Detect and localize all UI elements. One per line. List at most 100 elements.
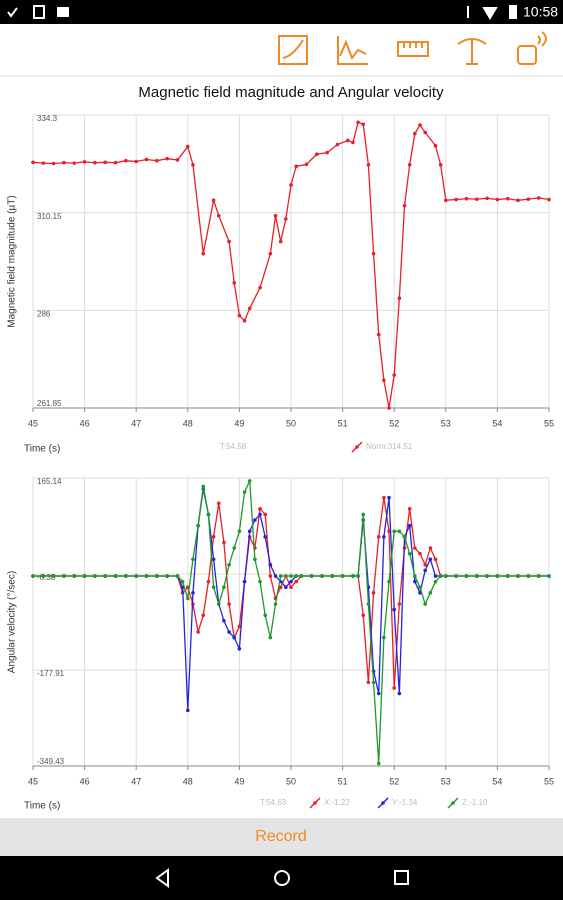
y-tick-label: -6.38 xyxy=(37,573,56,582)
data-point xyxy=(371,680,376,685)
data-point xyxy=(222,540,226,545)
data-point xyxy=(289,579,293,584)
data-point xyxy=(294,579,298,584)
x-tick-label: 54 xyxy=(492,418,502,428)
data-point xyxy=(211,557,216,562)
status-icon xyxy=(33,5,45,19)
data-point xyxy=(113,160,118,165)
battery xyxy=(509,5,517,19)
data-point xyxy=(433,143,438,148)
data-point xyxy=(263,613,268,618)
data-point xyxy=(268,251,273,256)
x-tick-label: 53 xyxy=(441,418,451,428)
data-point xyxy=(144,157,149,162)
analysis-tab[interactable] xyxy=(337,36,368,65)
ruler-tab[interactable] xyxy=(397,41,429,57)
back-button[interactable] xyxy=(155,868,169,888)
data-point xyxy=(366,602,371,606)
data-point xyxy=(361,613,366,618)
data-point xyxy=(41,574,46,578)
data-point xyxy=(547,574,551,578)
x-tick-label: 45 xyxy=(28,776,38,786)
data-point xyxy=(304,162,309,167)
data-point xyxy=(31,574,35,578)
data-point xyxy=(397,691,402,696)
data-point xyxy=(454,197,458,202)
x-tick-label: 47 xyxy=(131,418,141,428)
record-button[interactable]: Record xyxy=(255,828,307,845)
data-point xyxy=(211,535,216,539)
x-tick-label: 52 xyxy=(389,418,399,428)
data-point xyxy=(284,574,288,578)
data-point xyxy=(289,574,293,578)
data-point xyxy=(413,574,417,578)
antenna-tab[interactable] xyxy=(457,38,487,65)
data-point xyxy=(72,161,77,165)
data-point xyxy=(371,591,376,595)
data-point xyxy=(335,142,340,147)
data-point xyxy=(294,164,298,169)
x-tick-label: 50 xyxy=(286,418,296,428)
graph-tab[interactable] xyxy=(278,35,308,65)
y-tick-label: 310.15 xyxy=(37,212,62,221)
data-point xyxy=(382,495,386,500)
y-tick-label: -177.91 xyxy=(37,669,65,678)
data-point xyxy=(495,197,500,202)
data-point xyxy=(387,406,391,410)
y-tick-label: 165.14 xyxy=(37,477,62,486)
time-readout: T:54.58 xyxy=(220,442,247,451)
data-point xyxy=(222,618,226,623)
data-point xyxy=(232,635,237,640)
x-tick-label: 53 xyxy=(441,776,451,786)
data-point xyxy=(505,574,510,578)
data-point xyxy=(227,563,231,567)
data-point xyxy=(454,574,458,578)
recents-button[interactable] xyxy=(394,870,409,885)
legend-label: Norm:314.51 xyxy=(366,442,413,451)
data-point xyxy=(413,579,417,584)
data-point xyxy=(186,596,190,601)
data-point xyxy=(232,546,237,550)
time-readout: T:54.63 xyxy=(260,798,287,807)
data-point xyxy=(464,196,469,201)
home-button[interactable] xyxy=(274,870,290,886)
data-point xyxy=(237,646,242,651)
data-point xyxy=(278,239,283,244)
data-point xyxy=(191,557,195,562)
data-point xyxy=(206,579,211,584)
data-point xyxy=(227,239,231,244)
x-tick-label: 49 xyxy=(234,776,244,786)
data-point xyxy=(315,152,319,157)
data-point xyxy=(268,574,273,578)
data-point xyxy=(433,574,438,578)
x-tick-label: 55 xyxy=(544,418,554,428)
data-point xyxy=(113,574,118,578)
data-point xyxy=(191,162,195,167)
data-point xyxy=(495,574,500,578)
x-tick-label: 46 xyxy=(80,418,90,428)
data-point xyxy=(407,507,412,511)
data-point xyxy=(227,602,231,606)
data-point xyxy=(273,574,278,578)
data-point xyxy=(371,251,376,256)
data-point xyxy=(444,574,448,578)
data-point xyxy=(237,313,242,318)
data-point xyxy=(392,686,397,690)
data-point xyxy=(72,574,77,578)
data-point xyxy=(382,378,386,383)
data-point xyxy=(124,574,128,578)
data-point xyxy=(93,574,97,578)
data-point xyxy=(361,122,366,127)
data-point xyxy=(428,546,433,550)
data-point xyxy=(201,251,206,256)
x-tick-label: 45 xyxy=(28,418,38,428)
data-point xyxy=(392,529,397,534)
wireless-tab[interactable] xyxy=(517,31,547,65)
legend-marker xyxy=(313,801,317,805)
record-bar[interactable] xyxy=(0,818,563,856)
data-point xyxy=(356,120,360,125)
data-point xyxy=(444,198,448,203)
status-icon xyxy=(57,7,69,17)
page-title: Magnetic field magnitude and Angular vel… xyxy=(138,84,444,101)
